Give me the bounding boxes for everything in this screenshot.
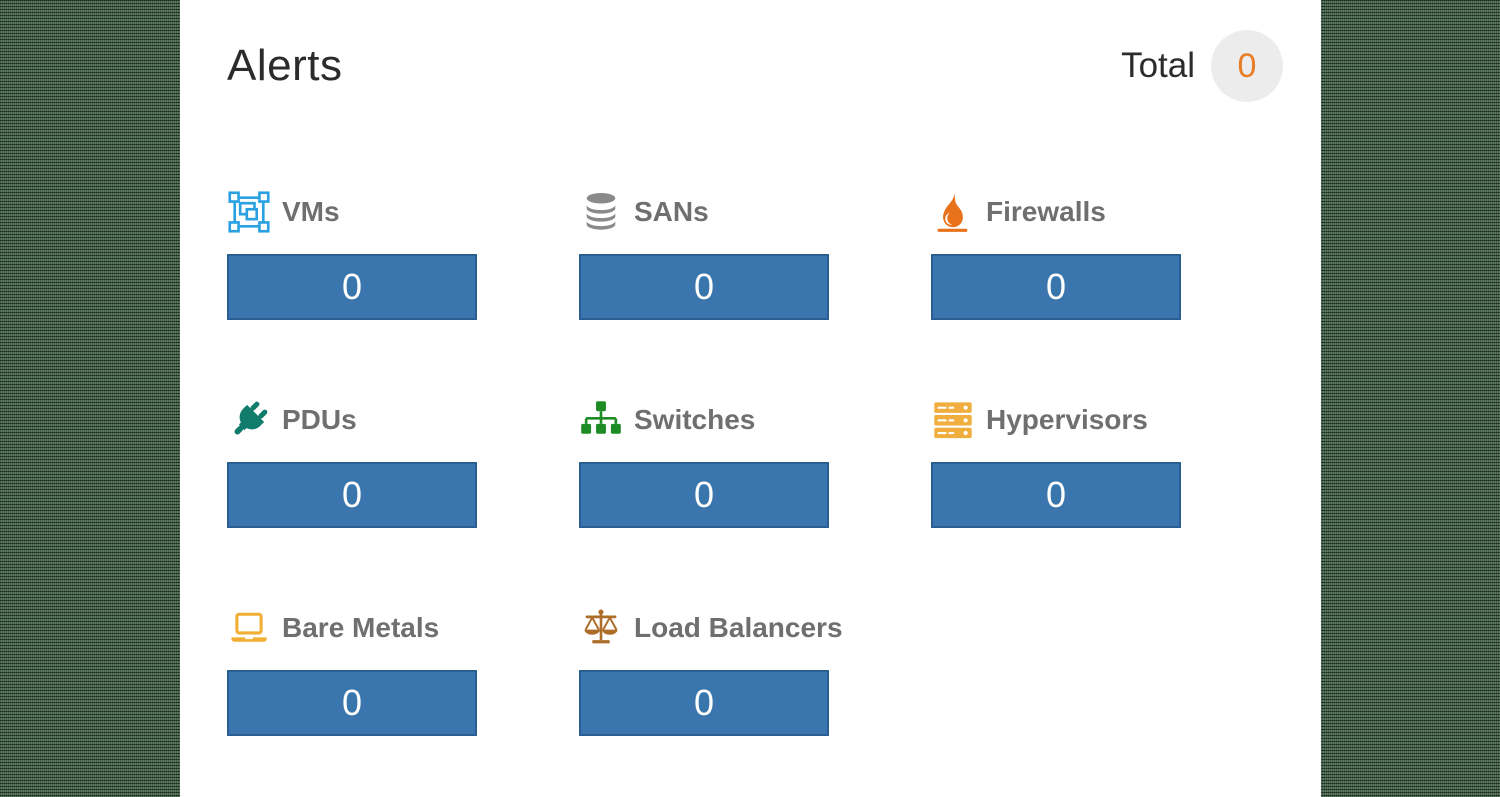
laptop-icon: [227, 606, 271, 650]
alert-count-value: 0: [693, 682, 715, 723]
alert-count-bar-sans[interactable]: 0: [579, 254, 829, 320]
alert-count-value: 0: [341, 266, 363, 307]
category-label: Load Balancers: [634, 612, 843, 643]
category-label: SANs: [634, 196, 709, 227]
category-label: Bare Metals: [282, 612, 440, 643]
category-label: PDUs: [282, 404, 357, 435]
alert-cell-header: PDUs: [227, 398, 477, 442]
category-label: Hypervisors: [986, 404, 1148, 435]
alert-count-bar-switches[interactable]: 0: [579, 462, 829, 528]
alert-count-value: 0: [1045, 474, 1067, 515]
total-summary: Total 0: [1121, 30, 1283, 102]
page-title: Alerts: [227, 41, 343, 90]
alert-count-bar-vms[interactable]: 0: [227, 254, 477, 320]
alert-count-bar-bare-metals[interactable]: 0: [227, 670, 477, 736]
alert-count-value: 0: [341, 474, 363, 515]
alert-cell-hypervisors: Hypervisors 0: [931, 398, 1181, 528]
balance-scale-icon: [579, 606, 623, 650]
panel-header: Alerts Total 0: [227, 30, 1283, 102]
vm-icon: [227, 190, 271, 234]
alert-cell-header: SANs: [579, 190, 829, 234]
alert-count-bar-firewalls[interactable]: 0: [931, 254, 1181, 320]
alert-count-value: 0: [1045, 266, 1067, 307]
alert-cell-header: Hypervisors: [931, 398, 1181, 442]
alert-count-bar-hypervisors[interactable]: 0: [931, 462, 1181, 528]
alerts-panel: Alerts Total 0 VMs 0 SANs 0 Firewalls 0: [180, 0, 1321, 797]
alert-cell-firewalls: Firewalls 0: [931, 190, 1181, 320]
alert-cell-bare-metals: Bare Metals 0: [227, 606, 477, 736]
flame-icon: [931, 190, 975, 234]
alert-count-bar-load-balancers[interactable]: 0: [579, 670, 829, 736]
category-label: Switches: [634, 404, 756, 435]
alert-count-value: 0: [341, 682, 363, 723]
alert-cell-vms: VMs 0: [227, 190, 477, 320]
alert-cell-load-balancers: Load Balancers 0: [579, 606, 843, 736]
category-label: Firewalls: [986, 196, 1106, 227]
sitemap-icon: [579, 398, 623, 442]
alert-cell-header: Switches: [579, 398, 829, 442]
alert-cell-header: Firewalls: [931, 190, 1181, 234]
total-count-badge: 0: [1211, 30, 1283, 102]
alert-count-value: 0: [693, 474, 715, 515]
alert-count-bar-pdus[interactable]: 0: [227, 462, 477, 528]
server-stack-icon: [931, 398, 975, 442]
plug-icon: [227, 398, 271, 442]
total-label: Total: [1121, 46, 1195, 85]
alert-count-value: 0: [693, 266, 715, 307]
alert-cell-sans: SANs 0: [579, 190, 829, 320]
alerts-grid: VMs 0 SANs 0 Firewalls 0 PDUs 0: [227, 190, 1283, 736]
category-label: VMs: [282, 196, 340, 227]
alert-cell-header: Load Balancers: [579, 606, 843, 650]
database-icon: [579, 190, 623, 234]
alert-cell-header: VMs: [227, 190, 477, 234]
alert-cell-header: Bare Metals: [227, 606, 477, 650]
alert-cell-pdus: PDUs 0: [227, 398, 477, 528]
alert-cell-switches: Switches 0: [579, 398, 829, 528]
